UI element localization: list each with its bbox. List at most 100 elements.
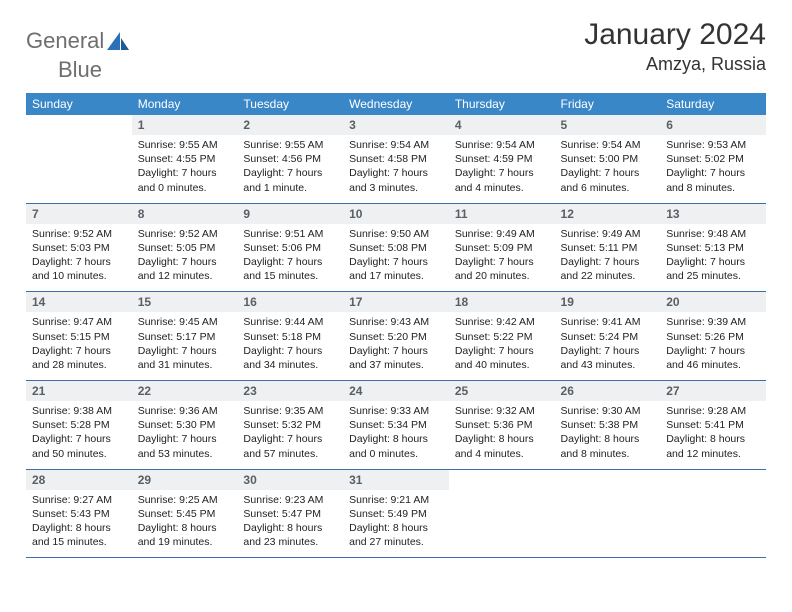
day-cell [449, 469, 555, 558]
day-d2: and 22 minutes. [561, 269, 655, 283]
day-detail: Sunrise: 9:53 AMSunset: 5:02 PMDaylight:… [660, 135, 766, 203]
weekday-sunday: Sunday [26, 93, 132, 115]
day-sr: Sunrise: 9:23 AM [243, 493, 337, 507]
day-d1: Daylight: 8 hours [561, 432, 655, 446]
day-sr: Sunrise: 9:49 AM [455, 227, 549, 241]
day-number: 12 [555, 204, 661, 224]
day-number: 18 [449, 292, 555, 312]
day-ss: Sunset: 4:59 PM [455, 152, 549, 166]
day-sr: Sunrise: 9:52 AM [138, 227, 232, 241]
day-detail: Sunrise: 9:42 AMSunset: 5:22 PMDaylight:… [449, 312, 555, 380]
day-cell: 26Sunrise: 9:30 AMSunset: 5:38 PMDayligh… [555, 381, 661, 470]
day-d2: and 15 minutes. [32, 535, 126, 549]
day-detail: Sunrise: 9:54 AMSunset: 5:00 PMDaylight:… [555, 135, 661, 203]
day-number: 17 [343, 292, 449, 312]
day-detail: Sunrise: 9:23 AMSunset: 5:47 PMDaylight:… [237, 490, 343, 558]
day-d2: and 53 minutes. [138, 447, 232, 461]
day-d2: and 20 minutes. [455, 269, 549, 283]
weekday-header-row: Sunday Monday Tuesday Wednesday Thursday… [26, 93, 766, 115]
day-cell: 18Sunrise: 9:42 AMSunset: 5:22 PMDayligh… [449, 292, 555, 381]
day-d2: and 0 minutes. [349, 447, 443, 461]
day-cell: 27Sunrise: 9:28 AMSunset: 5:41 PMDayligh… [660, 381, 766, 470]
day-number: 9 [237, 204, 343, 224]
day-number: 2 [237, 115, 343, 135]
day-detail: Sunrise: 9:54 AMSunset: 4:59 PMDaylight:… [449, 135, 555, 203]
day-number: 13 [660, 204, 766, 224]
week-row: 1Sunrise: 9:55 AMSunset: 4:55 PMDaylight… [26, 115, 766, 203]
day-number: 30 [237, 470, 343, 490]
day-sr: Sunrise: 9:33 AM [349, 404, 443, 418]
day-ss: Sunset: 5:34 PM [349, 418, 443, 432]
day-d1: Daylight: 7 hours [455, 344, 549, 358]
day-number: 23 [237, 381, 343, 401]
day-d1: Daylight: 7 hours [243, 344, 337, 358]
day-d1: Daylight: 7 hours [666, 344, 760, 358]
day-sr: Sunrise: 9:51 AM [243, 227, 337, 241]
day-cell: 23Sunrise: 9:35 AMSunset: 5:32 PMDayligh… [237, 381, 343, 470]
day-d2: and 17 minutes. [349, 269, 443, 283]
day-cell: 11Sunrise: 9:49 AMSunset: 5:09 PMDayligh… [449, 203, 555, 292]
day-ss: Sunset: 5:15 PM [32, 330, 126, 344]
day-d2: and 27 minutes. [349, 535, 443, 549]
day-number: 31 [343, 470, 449, 490]
day-d1: Daylight: 8 hours [243, 521, 337, 535]
weekday-friday: Friday [555, 93, 661, 115]
day-d1: Daylight: 8 hours [138, 521, 232, 535]
day-cell: 28Sunrise: 9:27 AMSunset: 5:43 PMDayligh… [26, 469, 132, 558]
day-ss: Sunset: 5:24 PM [561, 330, 655, 344]
day-ss: Sunset: 5:38 PM [561, 418, 655, 432]
day-cell: 13Sunrise: 9:48 AMSunset: 5:13 PMDayligh… [660, 203, 766, 292]
day-number: 6 [660, 115, 766, 135]
day-d2: and 15 minutes. [243, 269, 337, 283]
day-sr: Sunrise: 9:49 AM [561, 227, 655, 241]
day-detail: Sunrise: 9:28 AMSunset: 5:41 PMDaylight:… [660, 401, 766, 469]
day-detail: Sunrise: 9:25 AMSunset: 5:45 PMDaylight:… [132, 490, 238, 558]
day-number: 22 [132, 381, 238, 401]
day-cell [26, 115, 132, 203]
day-number: 1 [132, 115, 238, 135]
day-ss: Sunset: 5:45 PM [138, 507, 232, 521]
day-detail: Sunrise: 9:47 AMSunset: 5:15 PMDaylight:… [26, 312, 132, 380]
day-sr: Sunrise: 9:54 AM [455, 138, 549, 152]
day-number: 11 [449, 204, 555, 224]
day-sr: Sunrise: 9:48 AM [666, 227, 760, 241]
day-cell: 12Sunrise: 9:49 AMSunset: 5:11 PMDayligh… [555, 203, 661, 292]
day-ss: Sunset: 5:32 PM [243, 418, 337, 432]
day-cell: 4Sunrise: 9:54 AMSunset: 4:59 PMDaylight… [449, 115, 555, 203]
day-number: 19 [555, 292, 661, 312]
day-d2: and 8 minutes. [666, 181, 760, 195]
day-sr: Sunrise: 9:28 AM [666, 404, 760, 418]
weekday-wednesday: Wednesday [343, 93, 449, 115]
day-d2: and 57 minutes. [243, 447, 337, 461]
day-cell: 6Sunrise: 9:53 AMSunset: 5:02 PMDaylight… [660, 115, 766, 203]
day-number: 24 [343, 381, 449, 401]
day-ss: Sunset: 5:17 PM [138, 330, 232, 344]
day-cell [555, 469, 661, 558]
logo-text-general: General [26, 28, 104, 54]
day-detail: Sunrise: 9:30 AMSunset: 5:38 PMDaylight:… [555, 401, 661, 469]
day-ss: Sunset: 5:36 PM [455, 418, 549, 432]
day-detail: Sunrise: 9:55 AMSunset: 4:55 PMDaylight:… [132, 135, 238, 203]
day-cell: 20Sunrise: 9:39 AMSunset: 5:26 PMDayligh… [660, 292, 766, 381]
day-detail: Sunrise: 9:44 AMSunset: 5:18 PMDaylight:… [237, 312, 343, 380]
logo: General [26, 18, 131, 54]
day-sr: Sunrise: 9:42 AM [455, 315, 549, 329]
day-sr: Sunrise: 9:38 AM [32, 404, 126, 418]
day-detail: Sunrise: 9:21 AMSunset: 5:49 PMDaylight:… [343, 490, 449, 558]
day-sr: Sunrise: 9:45 AM [138, 315, 232, 329]
logo-sail-icon [107, 32, 129, 50]
day-ss: Sunset: 5:43 PM [32, 507, 126, 521]
day-ss: Sunset: 4:58 PM [349, 152, 443, 166]
day-d2: and 3 minutes. [349, 181, 443, 195]
day-d2: and 8 minutes. [561, 447, 655, 461]
day-cell [660, 469, 766, 558]
day-sr: Sunrise: 9:55 AM [138, 138, 232, 152]
day-ss: Sunset: 5:47 PM [243, 507, 337, 521]
day-d1: Daylight: 7 hours [138, 432, 232, 446]
day-d1: Daylight: 7 hours [138, 344, 232, 358]
day-ss: Sunset: 5:41 PM [666, 418, 760, 432]
day-sr: Sunrise: 9:52 AM [32, 227, 126, 241]
day-d1: Daylight: 7 hours [455, 255, 549, 269]
day-detail: Sunrise: 9:41 AMSunset: 5:24 PMDaylight:… [555, 312, 661, 380]
day-detail: Sunrise: 9:27 AMSunset: 5:43 PMDaylight:… [26, 490, 132, 558]
